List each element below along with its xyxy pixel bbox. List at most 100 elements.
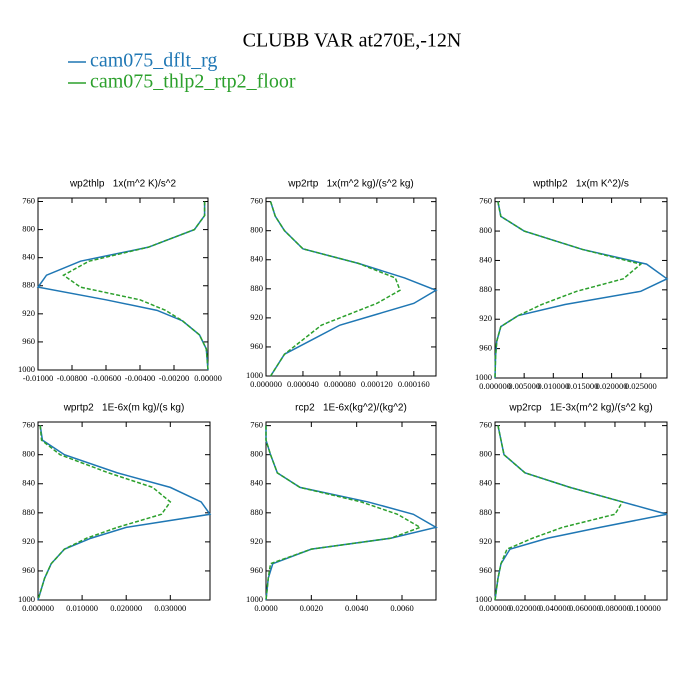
y-tick-label: 760: [22, 420, 35, 430]
x-tick-label: -0.00200: [159, 373, 189, 383]
series-line: [269, 201, 438, 377]
x-tick-label: 0.010000: [537, 381, 569, 391]
x-tick-label: 0.025000: [625, 381, 657, 391]
x-tick-label: 0.015000: [567, 381, 599, 391]
x-tick-label: 0.0000: [254, 603, 277, 613]
x-tick-label: 0.030000: [154, 603, 186, 613]
y-tick-label: 800: [479, 225, 492, 235]
x-tick-label: 0.005000: [508, 381, 540, 391]
y-tick-label: 840: [479, 478, 492, 488]
x-tick-label: 0.080000: [599, 603, 631, 613]
y-tick-label: 1000: [246, 594, 263, 604]
y-tick-label: 880: [479, 284, 492, 294]
y-tick-label: 760: [22, 195, 35, 205]
x-tick-label: -0.00800: [57, 373, 87, 383]
y-tick-label: 840: [250, 254, 263, 264]
x-tick-label: 0.000000: [479, 603, 511, 613]
x-tick-label: 0.010000: [66, 603, 98, 613]
y-tick-label: 800: [22, 449, 35, 459]
legend-label: cam075_dflt_rg: [90, 50, 217, 72]
y-tick-label: 920: [479, 313, 492, 323]
series-line: [37, 425, 172, 601]
y-tick-label: 1000: [475, 372, 492, 382]
x-tick-label: 0.020000: [509, 603, 541, 613]
x-tick-label: 0.0060: [390, 603, 413, 613]
legend-label: cam075_thlp2_rtp2_floor: [90, 71, 296, 93]
series-line: [265, 425, 439, 601]
panel-title: wpthlp2 1x(m K^2)/s: [532, 179, 629, 190]
panel-title: wp2rtp 1x(m^2 kg)/(s^2 kg): [287, 179, 414, 190]
y-tick-label: 960: [479, 343, 492, 353]
y-tick-label: 920: [479, 536, 492, 546]
x-tick-label: -0.00400: [125, 373, 155, 383]
y-tick-label: 960: [22, 336, 35, 346]
x-tick-label: 0.000040: [287, 379, 319, 389]
x-tick-label: 0.060000: [569, 603, 601, 613]
y-tick-label: 840: [479, 254, 492, 264]
x-tick-label: 0.00000: [194, 373, 222, 383]
y-tick-label: 960: [479, 565, 492, 575]
y-tick-label: 960: [22, 565, 35, 575]
y-tick-label: 880: [250, 507, 263, 517]
y-tick-label: 800: [250, 449, 263, 459]
x-tick-label: -0.01000: [23, 373, 53, 383]
x-tick-label: 0.020000: [596, 381, 628, 391]
series-line: [36, 201, 209, 371]
plot-frame: [37, 197, 209, 371]
x-tick-label: 0.000080: [324, 379, 356, 389]
x-tick-label: 0.040000: [539, 603, 571, 613]
y-tick-label: 1000: [475, 594, 492, 604]
plot-frame: [494, 197, 668, 379]
y-tick-label: 920: [250, 312, 263, 322]
y-tick-label: 800: [479, 449, 492, 459]
y-tick-label: 880: [22, 507, 35, 517]
x-tick-label: 0.000000: [479, 381, 511, 391]
x-tick-label: 0.000000: [22, 603, 54, 613]
panel-title: rcp2 1E-6x(kg^2)/(kg^2): [295, 403, 407, 414]
y-tick-label: 920: [250, 536, 263, 546]
series-line: [37, 425, 212, 601]
y-tick-label: 760: [250, 420, 263, 430]
y-tick-label: 1000: [246, 370, 263, 380]
y-tick-label: 1000: [18, 364, 35, 374]
y-tick-label: 880: [479, 507, 492, 517]
x-tick-label: 0.100000: [629, 603, 661, 613]
y-tick-label: 920: [22, 308, 35, 318]
x-tick-label: 0.0040: [345, 603, 368, 613]
plot-frame: [265, 421, 437, 601]
y-tick-label: 840: [250, 478, 263, 488]
y-tick-label: 840: [22, 252, 35, 262]
x-tick-label: 0.000160: [398, 379, 430, 389]
y-tick-label: 800: [250, 225, 263, 235]
x-tick-label: 0.000000: [250, 379, 282, 389]
series-line: [494, 201, 643, 379]
figure-title: CLUBB VAR at270E,-12N: [243, 30, 462, 52]
y-tick-label: 880: [22, 280, 35, 290]
x-tick-label: 0.000120: [361, 379, 393, 389]
y-tick-label: 760: [479, 420, 492, 430]
y-tick-label: 960: [250, 565, 263, 575]
y-tick-label: 880: [250, 283, 263, 293]
y-tick-label: 800: [22, 224, 35, 234]
y-tick-label: 840: [22, 478, 35, 488]
y-tick-label: 920: [22, 536, 35, 546]
series-line: [494, 425, 624, 601]
plot-frame: [494, 421, 668, 601]
panel-title: wp2thlp 1x(m^2 K)/s^2: [69, 179, 177, 190]
series-line: [62, 201, 209, 371]
plot-frame: [37, 421, 211, 601]
series-line: [269, 201, 401, 377]
y-tick-label: 760: [479, 196, 492, 206]
y-tick-label: 1000: [18, 594, 35, 604]
plot-frame: [265, 197, 437, 377]
y-tick-label: 960: [250, 341, 263, 351]
series-line: [494, 425, 668, 601]
panel-title: wp2rcp 1E-3x(m^2 kg)/(s^2 kg): [508, 403, 652, 414]
x-tick-label: 0.0020: [300, 603, 323, 613]
x-tick-label: -0.00600: [91, 373, 121, 383]
x-tick-label: 0.020000: [110, 603, 142, 613]
panel-title: wprtp2 1E-6x(m kg)/(s kg): [63, 403, 185, 414]
y-tick-label: 760: [250, 196, 263, 206]
series-line: [265, 425, 422, 601]
